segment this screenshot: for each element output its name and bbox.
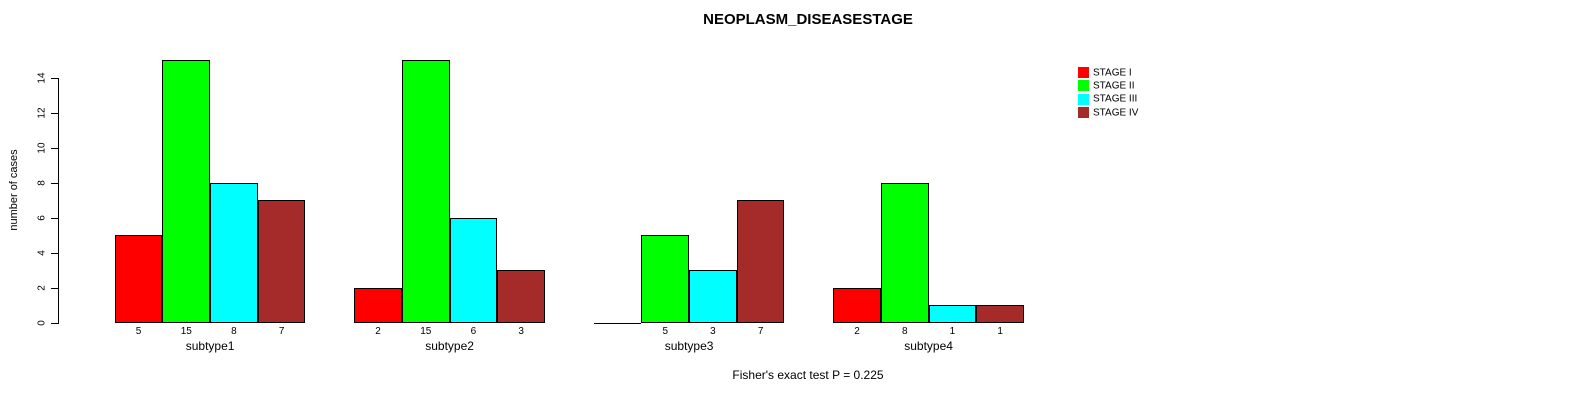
y-axis-tick-label: 14 [36,71,48,84]
bar-subtype1-stage-iii [210,182,258,323]
bar-subtype4-stage-iii [928,305,977,323]
y-axis-tick-label: 4 [36,249,48,256]
bar-value-label: 2 [854,326,860,337]
group-label-subtype4: subtype4 [904,339,953,353]
bar-value-label: 8 [231,326,237,337]
bar-subtype2-stage-i [354,287,402,323]
bar-subtype2-stage-iii [449,217,498,323]
bar-subtype4-stage-i [833,287,881,323]
y-axis-tick-label: 10 [36,141,48,154]
bar-value-label: 5 [662,326,669,337]
legend-label: STAGE III [1093,93,1138,105]
bar-subtype2-stage-iv [497,270,545,323]
legend-label: STAGE II [1093,80,1135,92]
bar-value-label: 3 [710,326,716,337]
chart-title: NEOPLASM_DISEASESTAGE [703,11,913,28]
group-label-subtype2: subtype2 [425,339,474,353]
y-axis-tick [51,252,58,254]
bar-value-label: 15 [420,326,432,337]
bar-subtype1-stage-ii [162,60,211,323]
y-axis-tick-label: 2 [36,284,48,291]
bar-subtype1-stage-iv [257,200,306,323]
y-axis-tick-label: 12 [36,106,48,119]
bar-subtype2-stage-ii [401,60,450,323]
y-axis-tick [51,217,58,219]
bar-value-label: 7 [278,326,285,337]
y-axis-tick [51,147,58,149]
bar-subtype3-stage-iv [736,200,785,323]
bar-subtype3-stage-ii [641,235,690,323]
bar-subtype1-stage-i [114,235,163,323]
y-axis-tick [51,322,58,324]
bar-value-label: 3 [518,326,524,337]
y-axis-line [58,77,59,324]
bar-value-label: 7 [757,326,764,337]
y-axis-tick [51,112,58,114]
bar-value-label: 1 [949,326,956,337]
y-axis-label: number of cases [8,149,20,231]
bar-subtype4-stage-ii [880,182,929,323]
group-label-subtype1: subtype1 [185,339,235,353]
bar-value-label: 2 [375,326,381,337]
y-axis-tick-label: 8 [36,179,48,186]
bar-subtype3-stage-iii [689,270,737,323]
bar-value-label: 6 [470,326,477,337]
legend-swatch-stage-i [1078,67,1089,78]
legend-swatch-stage-iii [1078,93,1089,105]
y-axis-tick [51,182,58,184]
legend-swatch-stage-ii [1078,80,1089,92]
legend-label: STAGE IV [1093,107,1139,119]
bar-value-label: 8 [901,326,908,337]
bar-subtype4-stage-iv [976,305,1024,323]
legend-label: STAGE I [1093,67,1132,78]
bar-value-label: 5 [135,326,142,337]
group-label-subtype3: subtype3 [664,339,714,353]
bar-value-label: 1 [997,326,1003,337]
bar-value-label: 15 [180,326,192,337]
legend-swatch-stage-iv [1078,107,1089,119]
y-axis-tick [51,287,58,289]
bar-zero-subtype3 [593,322,642,324]
y-axis-tick-label: 0 [36,319,48,326]
y-axis-tick [51,77,58,79]
fisher-test-annotation: Fisher's exact test P = 0.225 [732,368,884,382]
y-axis-tick-label: 6 [36,214,48,221]
